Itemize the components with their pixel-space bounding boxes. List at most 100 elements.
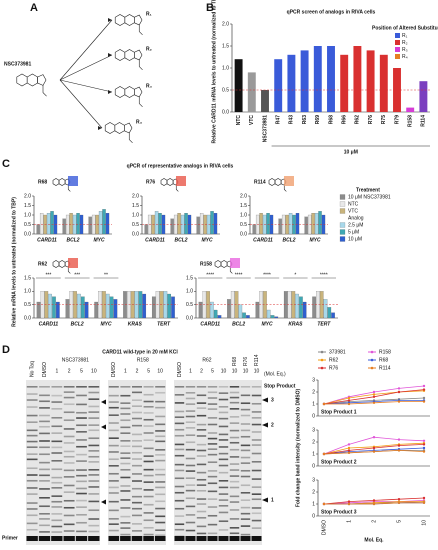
gel-band [207,532,218,535]
gel-band [196,516,207,519]
substituent: R₄ [136,119,143,125]
gel-band [218,486,229,489]
arrow-head [108,18,112,22]
gel-band [207,461,218,464]
gel-band [76,513,87,516]
bar [142,293,147,319]
gel-band [240,423,251,425]
x-tick-label: R47 [276,115,282,124]
gel-band [229,441,240,444]
gel-band [240,512,251,515]
significance: **** [235,272,243,278]
x-tick-label: KRAS [288,321,303,327]
gel-band [26,446,38,449]
gel-band [185,457,196,460]
gel-band [132,405,142,407]
gel-band [229,469,240,471]
gel-group: R158 [137,357,149,363]
gel-band [88,455,100,458]
lane-label: 5 [147,368,150,374]
gel-band [88,398,100,400]
gel-band [108,500,119,503]
gel-band [229,509,240,511]
stop-arrow [262,422,268,428]
gel-band [26,528,38,531]
gel-band [39,386,50,388]
gel-band [132,501,142,504]
lane-group: R76 [243,357,249,366]
x-tick-label: MYC [201,237,213,243]
substituent: R₂ [146,46,152,52]
primer-band [185,536,196,541]
bar [105,213,110,235]
gel-band [76,386,87,388]
x-axis-label: Mol. Eq. [364,537,384,543]
x-tick-label: R66 [342,115,348,124]
gel-title: CARD11 wild-type in 20 mM KCl [102,349,178,355]
y-tick-label: 0.5 [24,302,31,308]
gel-band [76,394,87,397]
gel-band [251,460,262,463]
legend-label: VTC [348,208,358,214]
ring [16,73,28,87]
point [422,501,426,504]
gel-band [143,474,154,477]
gel-band [229,527,240,529]
gel-band [108,529,119,532]
gel-band [108,472,119,475]
lane-label: 10 [91,368,97,374]
y-tick-label: 3 [312,377,315,383]
y-tick-label: 1.0 [222,65,229,71]
gel-band [120,533,131,536]
bar [259,213,263,235]
side-chain [138,24,143,36]
gel-band [76,474,87,477]
gel-band [108,437,119,439]
substituent: R₃ [146,83,153,89]
x-tick-label: MYC [100,321,112,327]
gel-band [218,471,229,474]
gel-band [155,400,166,403]
y-tick-label: 0 [312,513,315,519]
gel-band [120,432,131,434]
bar [62,218,66,235]
stop-arrow [101,499,106,505]
x-tick-label: KRAS [128,321,143,327]
y-tick-label: 0.0 [222,109,229,115]
gel-band [120,507,131,509]
gel-band [26,429,38,432]
x-tick-label: R75 [381,115,387,124]
stop-arrow [262,397,268,403]
gel-band [185,514,196,516]
gel-band [143,425,154,427]
gel-band [132,530,142,532]
ring [134,49,143,61]
gel-band [120,522,131,524]
bar [196,216,200,235]
bar [340,54,349,112]
legend-group: Analog [348,215,364,221]
gel-band [240,525,251,527]
gel-band [51,459,63,462]
gel-band [63,396,75,399]
point [422,439,426,442]
gel-band [63,523,75,526]
bar [353,46,362,112]
lane-label: 10 [221,368,227,374]
gel-band [108,386,119,388]
stop-marker: 3 [271,397,274,403]
gel-band [174,515,185,517]
ring [166,178,174,186]
gel-band [51,394,63,397]
significance: *** [45,272,51,278]
gel-band [63,419,75,422]
gel-band [26,487,38,489]
gel-band [39,425,50,428]
legend-swatch [339,208,346,214]
gel-band [155,430,166,432]
subplot-title: Stop Product 3 [321,509,357,515]
point [397,387,401,390]
point [372,499,376,502]
gel-band [174,434,185,437]
ring [134,86,143,98]
